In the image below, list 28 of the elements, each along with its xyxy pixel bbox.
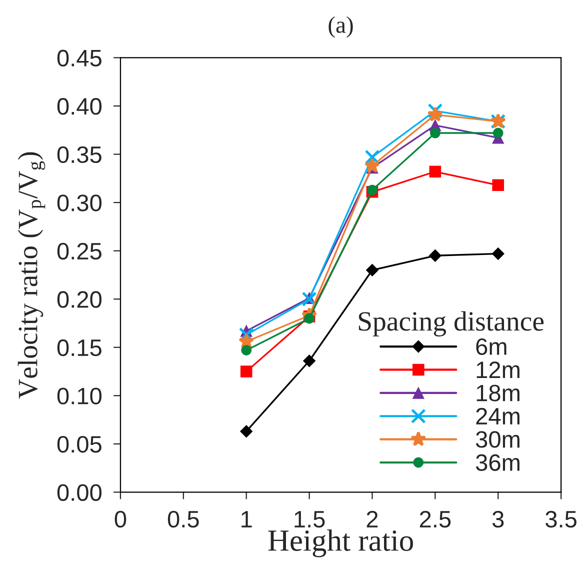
legend-label: 30m <box>476 431 520 448</box>
y-tick-label: 0.10 <box>57 388 102 404</box>
y-tick-label: 0.25 <box>57 242 102 260</box>
chart-title: (a) <box>328 16 353 38</box>
x-tick-label: 0 <box>114 510 126 528</box>
y-tick-label: 0.00 <box>57 484 102 501</box>
legend-label: 18m <box>476 384 520 402</box>
x-tick-label: 3 <box>492 510 504 528</box>
y-axis-title: Velocity ratio (V$_{p}$/V$_{g}$) <box>18 152 46 399</box>
legend-title: Spacing distance <box>358 311 544 337</box>
x-tick-label: 3.5 <box>546 510 576 528</box>
y-tick-label: 0.05 <box>57 436 102 453</box>
x-tick-label: 2.5 <box>420 510 451 528</box>
y-tick-label: 0.30 <box>57 194 102 212</box>
y-tick-label: 0.35 <box>57 146 102 164</box>
legend-label: 24m <box>476 408 520 424</box>
legend-label: 12m <box>476 362 520 378</box>
legend-label: 6m <box>476 338 506 356</box>
y-tick-label: 0.45 <box>57 50 102 66</box>
y-tick-label: 0.20 <box>57 291 102 308</box>
x-tick-label: 1 <box>242 511 252 528</box>
y-tick-label: 0.15 <box>57 339 102 356</box>
x-axis-title: Height ratio <box>268 529 413 558</box>
y-tick-label: 0.40 <box>57 98 102 115</box>
x-tick-label: 0.5 <box>168 510 199 528</box>
x-tick-label: 2 <box>366 510 378 528</box>
legend-label: 36m <box>476 454 520 471</box>
x-tick-label: 1.5 <box>294 511 325 528</box>
